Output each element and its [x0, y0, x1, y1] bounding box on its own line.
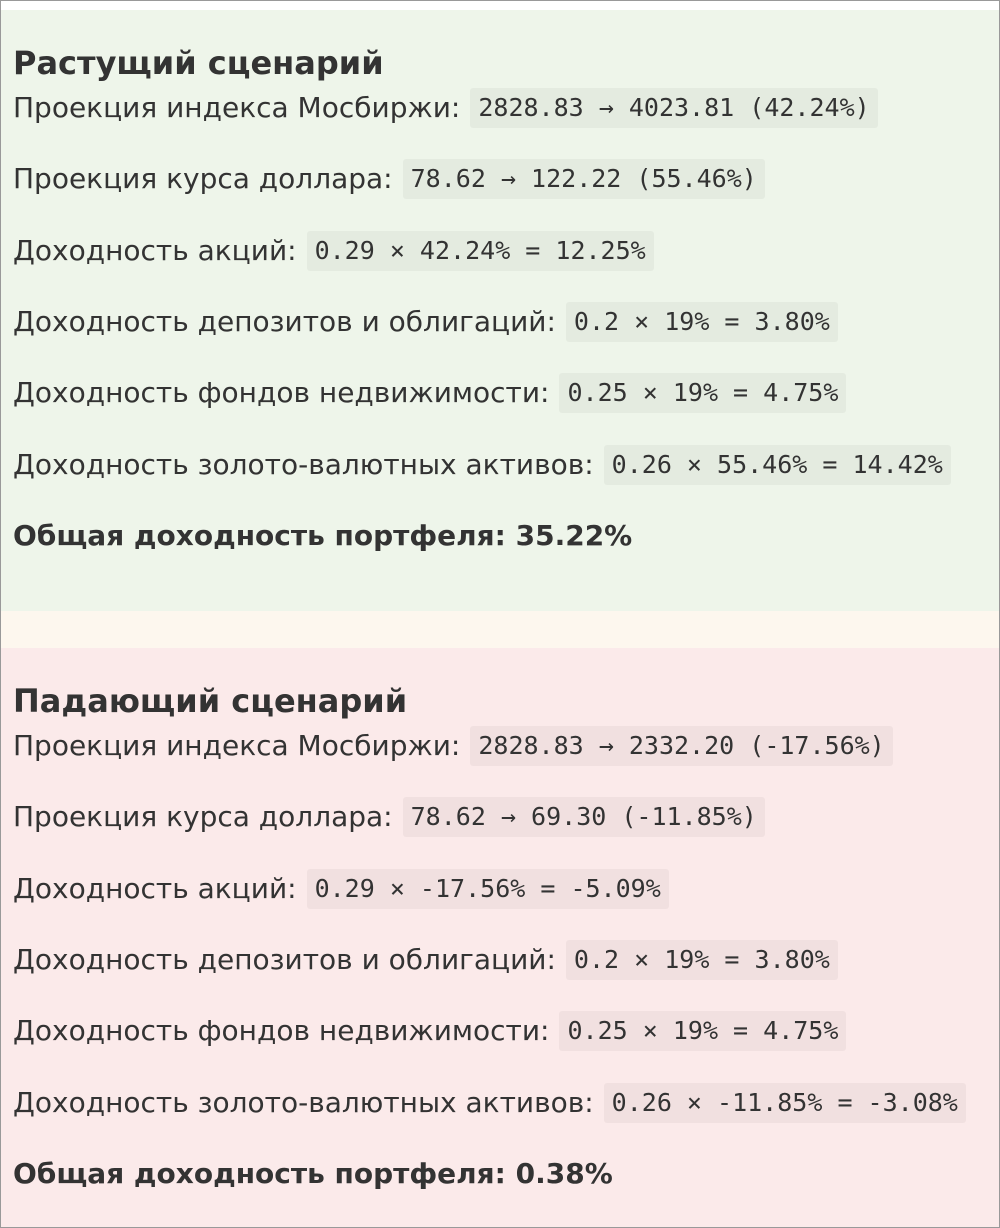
portfolio-total: Общая доходность портфеля: 0.38%	[13, 1156, 613, 1190]
calc-row: Доходность фондов недвижимости: 0.25 × 19…	[13, 373, 847, 414]
row-label: Доходность фондов недвижимости:	[13, 376, 550, 410]
row-label: Доходность золото-валютных активов:	[13, 447, 594, 481]
row-code: 78.62 → 122.22 (55.46%)	[402, 159, 765, 200]
decline-scenario: Падающий сценарий Проекция индекса Мосбир…	[1, 648, 999, 1227]
section-title: Растущий сценарий	[13, 44, 384, 82]
row-label: Доходность акций:	[13, 233, 297, 267]
row-code: 2828.83 → 2332.20 (-17.56%)	[470, 726, 893, 766]
separator	[1, 611, 999, 648]
row-code: 0.26 × -11.85% = -3.08%	[603, 1082, 966, 1123]
calc-row: Проекция индекса Мосбиржи: 2828.83 → 2332…	[13, 726, 893, 766]
calc-row: Доходность акций: 0.29 × 42.24% = 12.25%	[13, 230, 654, 271]
calc-row: Доходность золото-валютных активов: 0.26 …	[13, 1082, 966, 1123]
row-label: Проекция курса доллара:	[13, 800, 393, 834]
calc-row: Проекция курса доллара: 78.62 → 69.30 (-1…	[13, 797, 765, 838]
row-code: 0.2 × 19% = 3.80%	[565, 939, 838, 980]
calc-row: Проекция курса доллара: 78.62 → 122.22 (5…	[13, 159, 765, 200]
row-code: 0.2 × 19% = 3.80%	[565, 301, 838, 342]
row-code: 0.25 × 19% = 4.75%	[559, 373, 847, 414]
row-code: 0.25 × 19% = 4.75%	[559, 1011, 847, 1052]
calc-row: Проекция индекса Мосбиржи: 2828.83 → 4023…	[13, 88, 878, 128]
row-code: 0.29 × -17.56% = -5.09%	[306, 868, 669, 909]
row-label: Доходность депозитов и облигаций:	[13, 942, 556, 976]
row-code: 0.29 × 42.24% = 12.25%	[306, 230, 654, 271]
calc-row: Доходность акций: 0.29 × -17.56% = -5.09%	[13, 868, 669, 909]
row-label: Доходность золото-валютных активов:	[13, 1085, 594, 1119]
row-label: Доходность депозитов и облигаций:	[13, 304, 556, 338]
row-label: Доходность фондов недвижимости:	[13, 1014, 550, 1048]
calc-row: Доходность золото-валютных активов: 0.26 …	[13, 444, 951, 485]
calc-row: Доходность депозитов и облигаций: 0.2 × 1…	[13, 301, 838, 342]
calc-row: Доходность депозитов и облигаций: 0.2 × 1…	[13, 939, 838, 980]
row-label: Проекция курса доллара:	[13, 162, 393, 196]
growth-scenario: Растущий сценарий Проекция индекса Мосбир…	[1, 10, 999, 611]
row-code: 0.26 × 55.46% = 14.42%	[603, 444, 951, 485]
row-label: Доходность акций:	[13, 871, 297, 905]
portfolio-total: Общая доходность портфеля: 35.22%	[13, 518, 633, 552]
row-code: 2828.83 → 4023.81 (42.24%)	[470, 88, 878, 128]
section-title: Падающий сценарий	[13, 682, 408, 720]
row-label: Проекция индекса Мосбиржи:	[13, 729, 461, 762]
calc-row: Доходность фондов недвижимости: 0.25 × 19…	[13, 1011, 847, 1052]
row-label: Проекция индекса Мосбиржи:	[13, 91, 461, 124]
row-code: 78.62 → 69.30 (-11.85%)	[402, 797, 765, 838]
